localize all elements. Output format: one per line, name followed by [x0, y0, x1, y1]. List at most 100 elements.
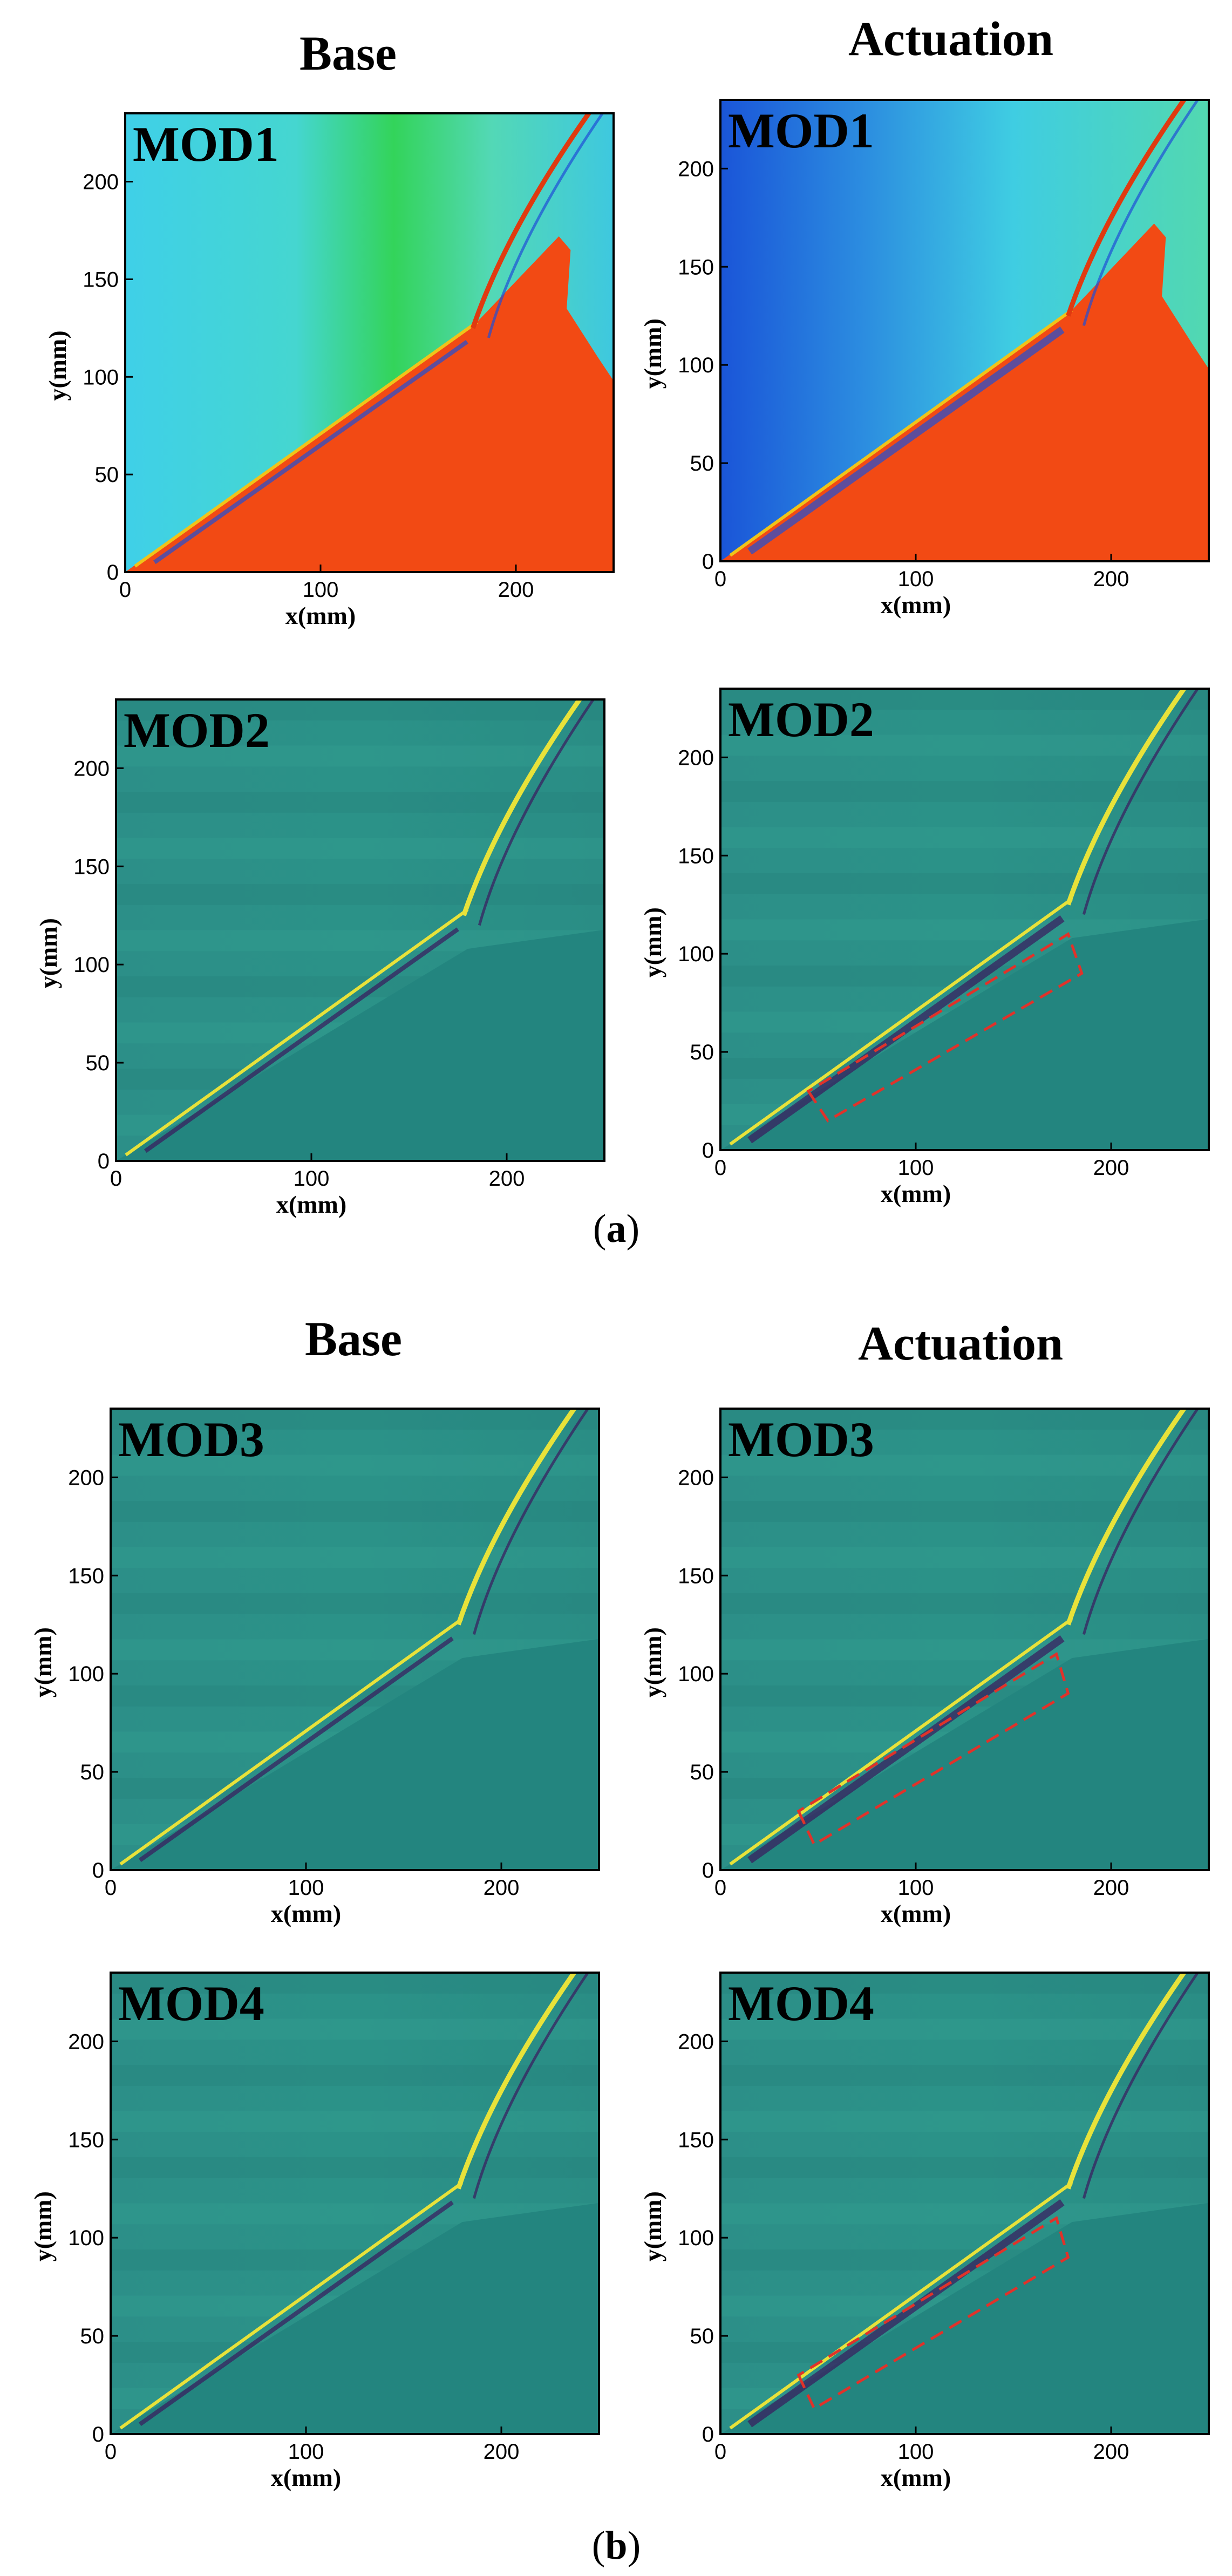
x-tick-label: 0	[105, 1876, 117, 1900]
y-tick-label: 200	[68, 1466, 104, 1490]
ramp-region	[720, 1639, 1209, 1870]
y-tick-label: 200	[678, 2030, 714, 2054]
ramp-region	[116, 929, 604, 1161]
curved-shock	[456, 1409, 577, 1626]
y-axis-label: y(mm)	[639, 2191, 666, 2261]
mode-label: MOD4	[728, 1976, 874, 2031]
y-tick-label: 150	[68, 2128, 104, 2152]
y-tick-label: 50	[690, 1761, 714, 1784]
ramp-region	[125, 236, 614, 572]
x-tick-label: 100	[288, 1876, 324, 1900]
x-tick-label: 100	[898, 2440, 934, 2464]
oblique-shock	[134, 321, 478, 568]
y-axis-label: y(mm)	[44, 330, 71, 400]
x-tick-label: 0	[110, 1167, 122, 1191]
mode-label: MOD3	[118, 1412, 264, 1467]
curved-shock	[471, 113, 592, 329]
title-a-actuation: Actuation	[848, 12, 1053, 66]
highlight-box	[806, 932, 1084, 1123]
x-tick-label: 100	[898, 1156, 934, 1180]
oblique-shock	[125, 908, 469, 1157]
ramp-region	[111, 2203, 599, 2434]
y-tick-label: 200	[83, 171, 119, 194]
plot-frame	[110, 1408, 600, 1871]
y-tick-label: 50	[690, 452, 714, 475]
caption-a: (a)	[593, 1207, 640, 1251]
x-tick-label: 100	[294, 1167, 330, 1191]
y-tick-label: 0	[92, 1859, 104, 1882]
y-tick-label: 100	[83, 365, 119, 389]
caption-b-letter: b	[605, 2524, 628, 2568]
oblique-shock	[729, 1617, 1073, 1866]
x-tick-label: 200	[1093, 567, 1129, 591]
x-tick-label: 100	[303, 578, 339, 602]
y-axis-label: y(mm)	[639, 907, 666, 977]
ramp-region	[111, 1639, 599, 1870]
mode-label: MOD1	[728, 103, 874, 158]
plot-frame	[115, 698, 605, 1162]
x-axis-label: x(mm)	[881, 2464, 951, 2491]
y-tick-label: 200	[678, 157, 714, 181]
y-tick-label: 150	[678, 2128, 714, 2152]
x-tick-label: 200	[1093, 1156, 1129, 1180]
x-tick-label: 100	[288, 2440, 324, 2464]
x-axis-label: x(mm)	[271, 1900, 341, 1927]
x-tick-label: 200	[484, 1876, 520, 1900]
y-axis-label: y(mm)	[29, 1627, 57, 1697]
y-tick-label: 50	[95, 463, 119, 487]
x-axis-label: x(mm)	[271, 2464, 341, 2491]
curved-shock	[1066, 1409, 1187, 1626]
y-tick-label: 50	[80, 1761, 105, 1784]
x-tick-label: 0	[714, 1156, 726, 1180]
x-tick-label: 100	[898, 1876, 934, 1900]
y-tick-label: 50	[690, 2324, 714, 2348]
y-axis-label: y(mm)	[639, 318, 666, 389]
ramp-region	[720, 919, 1209, 1150]
y-tick-label: 0	[107, 561, 119, 584]
x-tick-label: 200	[489, 1167, 525, 1191]
y-tick-label: 200	[678, 746, 714, 770]
y-axis-label: y(mm)	[639, 1627, 666, 1697]
y-tick-label: 100	[678, 1662, 714, 1686]
y-tick-label: 0	[92, 2423, 104, 2446]
mode-label: MOD2	[728, 692, 874, 747]
ramp-region	[720, 223, 1209, 561]
y-tick-label: 200	[68, 2030, 104, 2054]
plot-frame	[719, 99, 1210, 562]
ramp-region	[720, 2203, 1209, 2434]
highlight-box	[797, 1651, 1070, 1847]
mode-label: MOD1	[133, 117, 279, 172]
oblique-shock	[729, 308, 1073, 557]
y-tick-label: 150	[678, 844, 714, 868]
oblique-shock	[119, 2181, 464, 2430]
y-tick-label: 200	[73, 757, 110, 780]
y-tick-label: 150	[68, 1564, 104, 1588]
y-tick-label: 150	[73, 855, 110, 879]
curved-shock	[456, 1973, 577, 2190]
mode-label: MOD4	[118, 1976, 264, 2031]
y-tick-label: 150	[678, 1564, 714, 1588]
title-b-base: Base	[305, 1313, 402, 1366]
y-tick-label: 100	[73, 953, 110, 977]
x-tick-label: 0	[105, 2440, 117, 2464]
x-tick-label: 0	[119, 578, 131, 602]
y-tick-label: 0	[702, 1859, 714, 1882]
y-tick-label: 50	[690, 1041, 714, 1064]
x-tick-label: 200	[1093, 1876, 1129, 1900]
y-tick-label: 100	[678, 354, 714, 377]
y-axis-label: y(mm)	[35, 918, 62, 988]
y-tick-label: 50	[80, 2324, 105, 2348]
y-tick-label: 50	[86, 1051, 110, 1075]
y-tick-label: 0	[702, 550, 714, 574]
curved-shock	[1066, 689, 1187, 906]
mode-label: MOD2	[124, 703, 270, 758]
y-tick-label: 100	[68, 2226, 104, 2250]
y-tick-label: 100	[678, 942, 714, 966]
